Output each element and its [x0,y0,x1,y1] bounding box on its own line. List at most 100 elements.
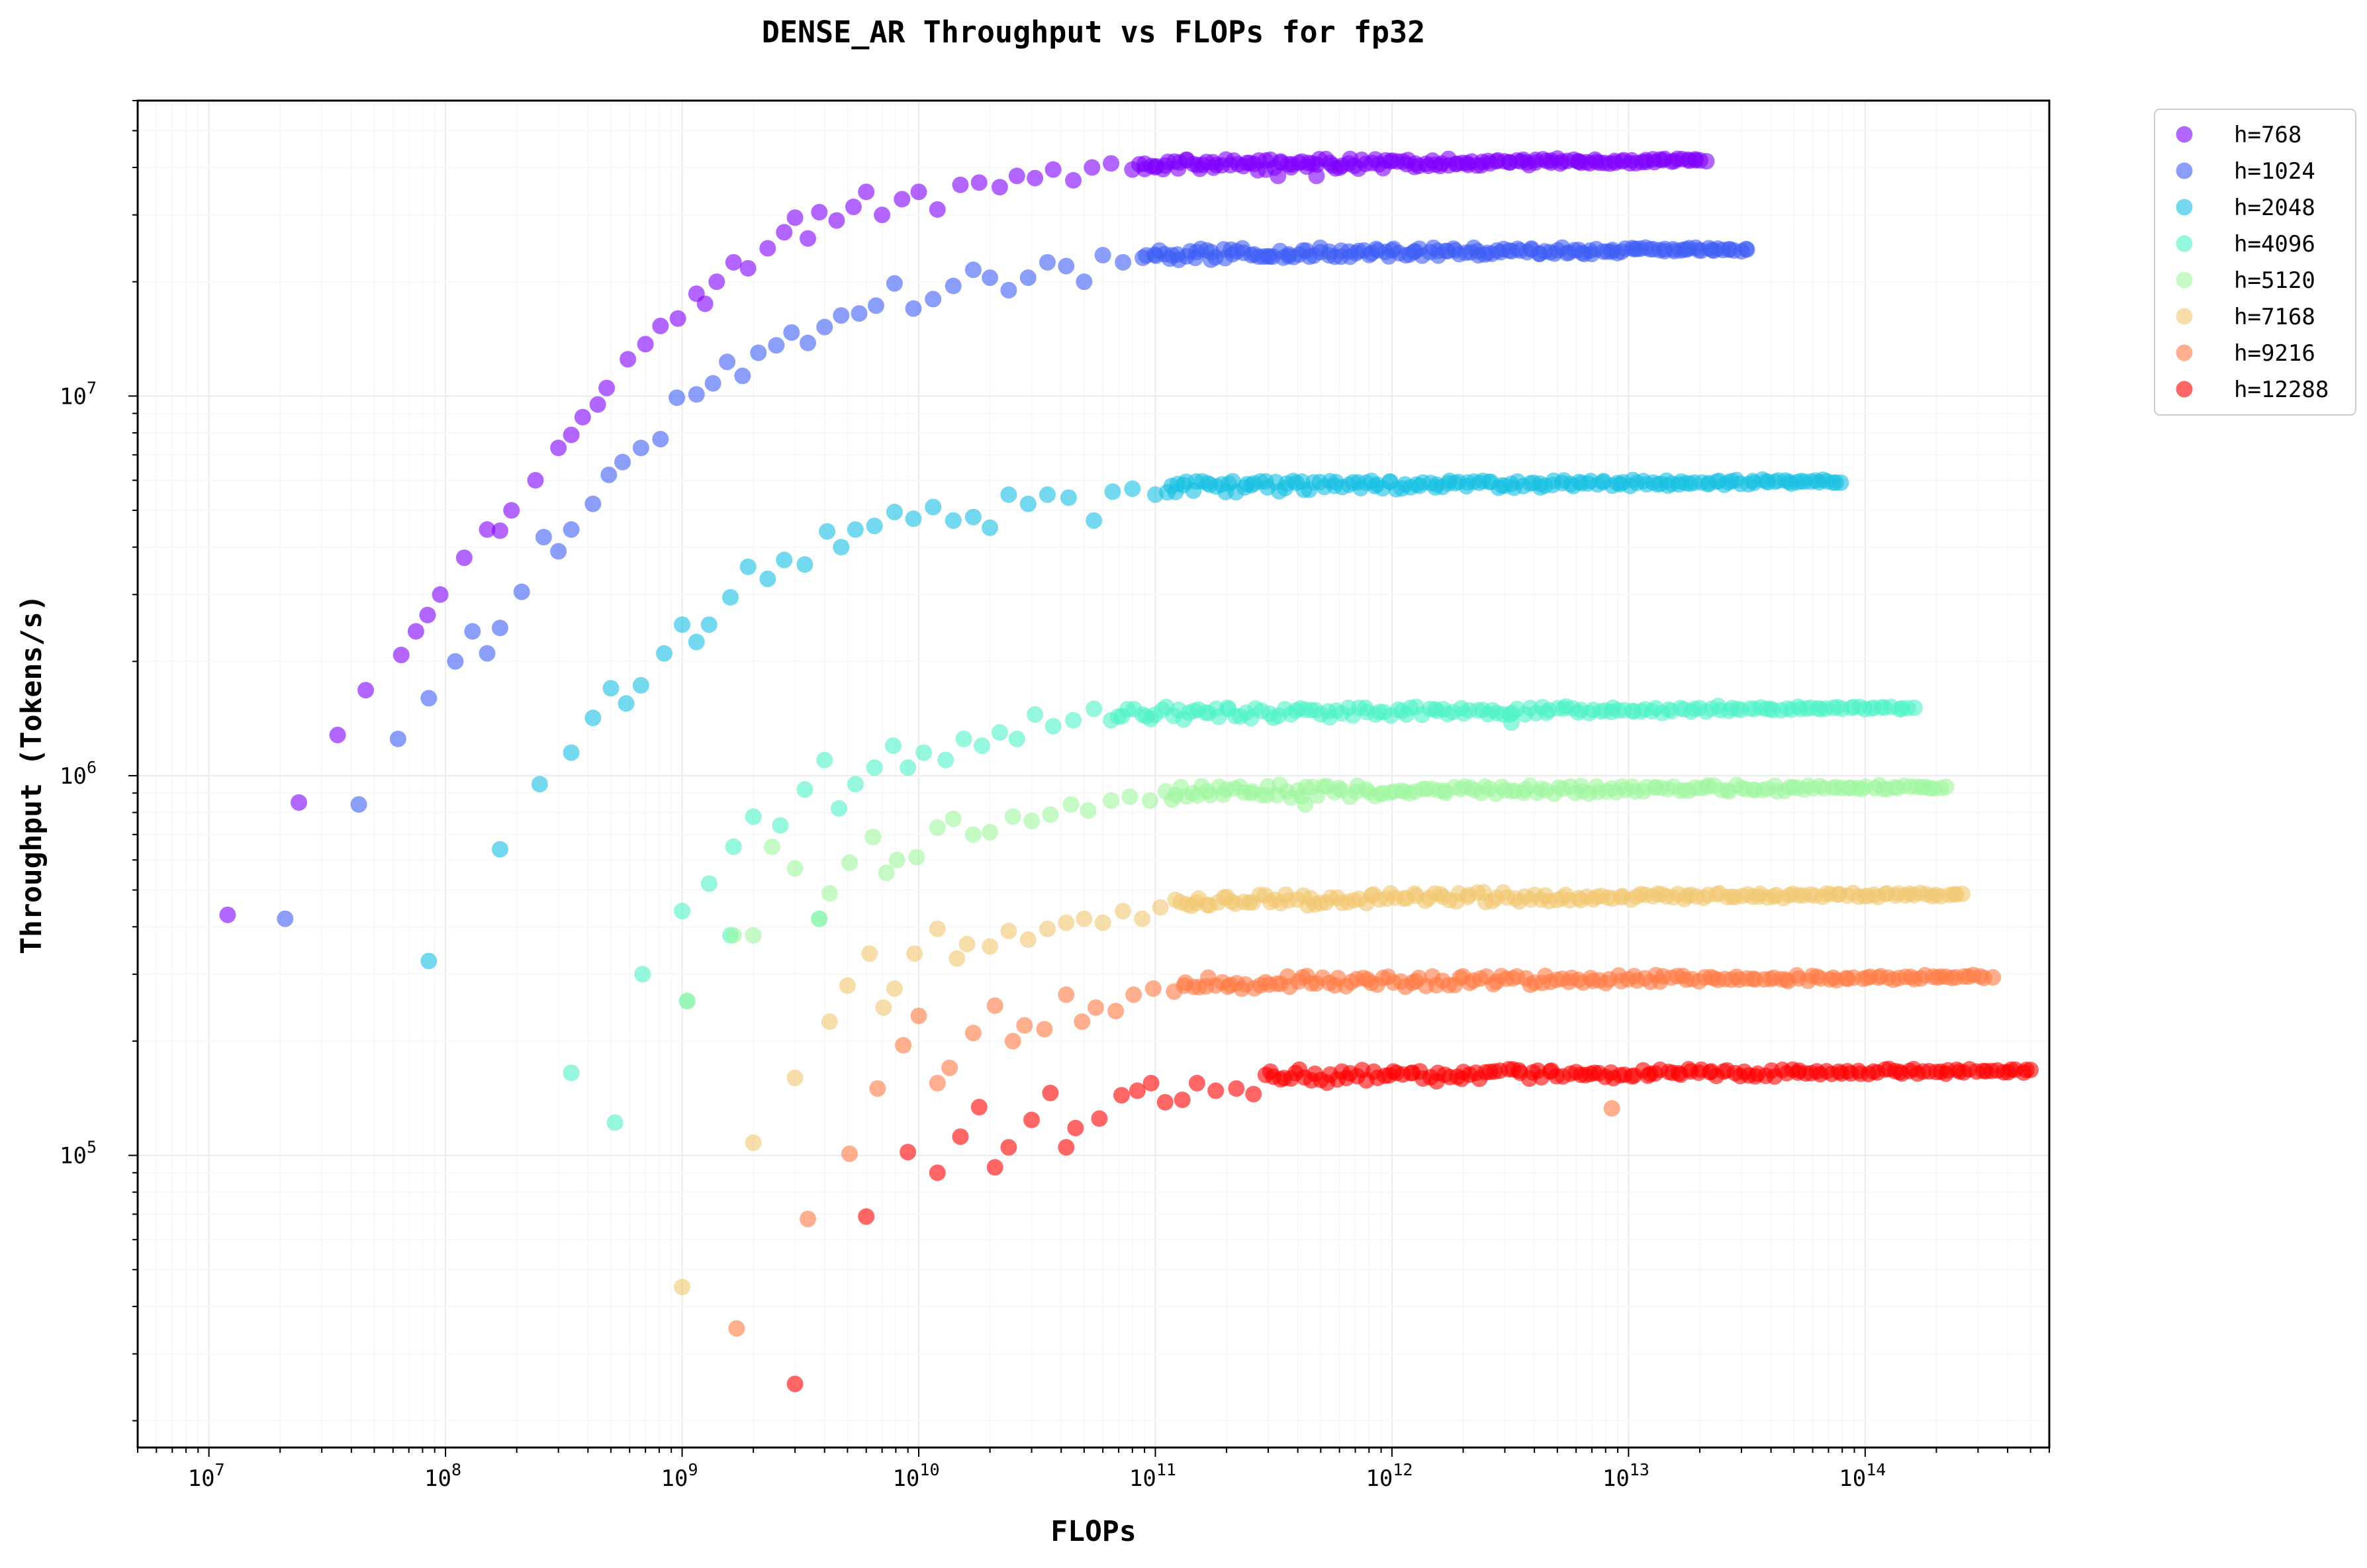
data-point [1094,914,1111,931]
data-point [866,518,883,535]
legend: h=768 h=1024 h=2048 h=4096 h=5120 h=7168 h=921… [2154,109,2356,416]
data-point [1004,1033,1021,1050]
data-point [952,1128,969,1145]
data-point [634,966,651,983]
data-point [479,645,496,662]
data-point [614,453,631,471]
data-point [1000,486,1017,503]
data-point [776,551,793,569]
data-point [432,586,449,603]
data-point [1141,792,1158,809]
legend-marker [2176,271,2193,289]
grid [137,100,2050,1448]
data-point [728,1320,745,1337]
data-point [674,1278,691,1295]
data-point [563,426,580,443]
data-point [1039,254,1056,271]
data-point [1228,1080,1245,1097]
data-point [1076,910,1093,927]
data-point [1984,969,2002,986]
data-point [602,680,620,697]
series-h=4096 [563,698,1923,1131]
data-point [574,408,591,426]
data-point [991,179,1008,196]
data-point [986,1159,1003,1176]
data-point [329,726,346,743]
data-point [291,794,308,811]
data-point [447,653,464,670]
data-point [886,275,903,292]
legend-marker [2176,381,2193,398]
data-point [908,849,925,866]
data-point [600,466,618,483]
data-point [884,737,902,755]
data-point [1042,1084,1059,1101]
data-point [637,336,654,353]
data-point [491,522,508,539]
data-point [1906,699,1923,716]
data-point [759,571,776,588]
data-point [811,204,828,221]
data-point [894,191,911,208]
data-point [1245,1085,1262,1103]
legend-label: h=1024 [2234,158,2315,185]
data-point [964,826,982,843]
data-point [674,616,691,633]
data-point [696,295,714,312]
points [219,150,2039,1393]
data-point [1954,885,1971,902]
data-point [1000,281,1017,299]
data-point [491,620,508,637]
data-point [1087,999,1104,1016]
data-point [800,1211,817,1228]
legend-label: h=9216 [2234,340,2315,367]
legend-marker [2176,308,2193,325]
data-point [1142,1074,1160,1091]
data-point [973,737,990,755]
data-point [652,317,669,334]
data-point [845,199,862,216]
data-point [800,230,817,247]
data-point [1738,241,1755,258]
data-point [1104,483,1121,500]
legend-marker [2176,344,2193,361]
data-point [929,819,946,836]
data-point [513,583,530,600]
data-point [1121,788,1138,806]
data-point [1000,923,1017,940]
data-point [970,174,988,191]
data-point [1144,980,1162,997]
data-point [821,1013,838,1031]
data-point [1076,273,1093,291]
data-point [719,353,736,371]
data-point [821,885,838,902]
data-point [1074,1013,1091,1031]
data-point [1062,796,1080,813]
data-point [563,1064,580,1082]
data-point [1125,986,1142,1003]
data-point [900,1144,917,1161]
data-point [606,1114,624,1131]
data-point [739,558,757,575]
data-point [1004,808,1021,825]
data-point [867,297,884,314]
data-point [964,1025,982,1042]
data-point [945,810,962,827]
data-point [905,510,922,528]
data-point [982,938,999,955]
data-point [1086,512,1103,529]
data-point [915,744,933,761]
data-point [550,439,567,457]
data-point [768,337,785,354]
data-point [535,529,552,546]
data-point [734,367,751,385]
data-point [1019,495,1037,512]
data-point [479,521,496,538]
data-point [929,1164,946,1181]
legend-marker [2176,126,2193,143]
data-point [811,910,828,927]
data-point [725,927,742,944]
data-point [945,277,962,295]
data-point [786,860,804,877]
data-point [700,875,718,892]
